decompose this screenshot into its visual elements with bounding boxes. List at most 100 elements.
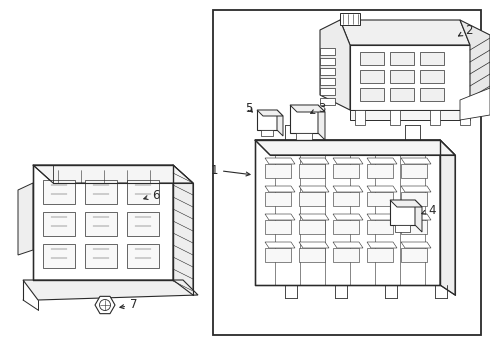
Polygon shape [360, 52, 384, 65]
Polygon shape [401, 192, 427, 206]
Polygon shape [460, 20, 490, 110]
Polygon shape [43, 212, 75, 236]
Polygon shape [299, 158, 329, 164]
Polygon shape [320, 78, 335, 85]
Polygon shape [265, 158, 295, 164]
Polygon shape [23, 280, 198, 300]
Polygon shape [355, 110, 365, 125]
Polygon shape [95, 296, 115, 314]
Polygon shape [460, 110, 470, 125]
Polygon shape [367, 164, 393, 178]
Polygon shape [265, 214, 295, 220]
Polygon shape [257, 110, 283, 116]
Polygon shape [390, 52, 414, 65]
Polygon shape [320, 20, 350, 110]
Polygon shape [299, 242, 329, 248]
Polygon shape [318, 105, 325, 140]
Polygon shape [401, 158, 431, 164]
Polygon shape [255, 140, 455, 155]
Polygon shape [333, 158, 363, 164]
Polygon shape [290, 105, 318, 133]
Polygon shape [127, 244, 159, 268]
Text: 3: 3 [311, 102, 325, 114]
Polygon shape [401, 186, 431, 192]
Polygon shape [430, 110, 440, 125]
Polygon shape [173, 165, 193, 295]
Polygon shape [333, 186, 363, 192]
Polygon shape [265, 242, 295, 248]
Polygon shape [261, 130, 273, 136]
Polygon shape [390, 70, 414, 83]
Polygon shape [265, 186, 295, 192]
Polygon shape [265, 164, 291, 178]
Polygon shape [255, 140, 455, 155]
Polygon shape [350, 45, 470, 110]
Text: 5: 5 [245, 102, 252, 114]
Polygon shape [277, 110, 283, 136]
Polygon shape [440, 140, 455, 295]
Polygon shape [367, 214, 397, 220]
Polygon shape [401, 242, 431, 248]
Polygon shape [390, 88, 414, 101]
Polygon shape [367, 158, 397, 164]
Polygon shape [340, 20, 470, 45]
Polygon shape [350, 110, 470, 120]
Polygon shape [401, 248, 427, 262]
Polygon shape [320, 88, 335, 95]
Polygon shape [401, 220, 427, 234]
Polygon shape [320, 68, 335, 75]
Polygon shape [265, 192, 291, 206]
Polygon shape [290, 105, 325, 112]
Polygon shape [85, 212, 117, 236]
Polygon shape [333, 192, 359, 206]
Text: 1: 1 [211, 163, 250, 176]
Polygon shape [255, 140, 440, 285]
Polygon shape [367, 220, 393, 234]
Text: 6: 6 [144, 189, 160, 202]
Polygon shape [33, 165, 193, 183]
Polygon shape [213, 10, 481, 335]
Polygon shape [420, 70, 444, 83]
Polygon shape [395, 225, 410, 232]
Polygon shape [299, 220, 325, 234]
Polygon shape [33, 165, 173, 280]
Polygon shape [360, 88, 384, 101]
Text: 4: 4 [422, 203, 436, 216]
Polygon shape [390, 200, 415, 225]
Polygon shape [333, 242, 363, 248]
Polygon shape [127, 180, 159, 204]
Polygon shape [85, 244, 117, 268]
Polygon shape [299, 186, 329, 192]
Polygon shape [85, 180, 117, 204]
Text: 7: 7 [120, 298, 138, 311]
Polygon shape [299, 164, 325, 178]
Polygon shape [43, 244, 75, 268]
Polygon shape [333, 164, 359, 178]
Polygon shape [340, 13, 360, 25]
Polygon shape [299, 192, 325, 206]
Polygon shape [299, 214, 329, 220]
Polygon shape [257, 110, 277, 130]
Polygon shape [43, 180, 75, 204]
Polygon shape [320, 58, 335, 65]
Polygon shape [401, 164, 427, 178]
Polygon shape [367, 242, 397, 248]
Polygon shape [390, 110, 400, 125]
Polygon shape [420, 52, 444, 65]
Polygon shape [18, 183, 33, 255]
Polygon shape [299, 248, 325, 262]
Text: 2: 2 [459, 23, 472, 36]
Polygon shape [296, 133, 312, 140]
Polygon shape [333, 248, 359, 262]
Polygon shape [401, 214, 431, 220]
Polygon shape [265, 248, 291, 262]
Polygon shape [390, 200, 422, 207]
Polygon shape [460, 88, 490, 120]
Polygon shape [333, 220, 359, 234]
Polygon shape [367, 186, 397, 192]
Polygon shape [320, 98, 335, 105]
Polygon shape [420, 88, 444, 101]
Polygon shape [265, 220, 291, 234]
Polygon shape [367, 192, 393, 206]
Polygon shape [360, 70, 384, 83]
